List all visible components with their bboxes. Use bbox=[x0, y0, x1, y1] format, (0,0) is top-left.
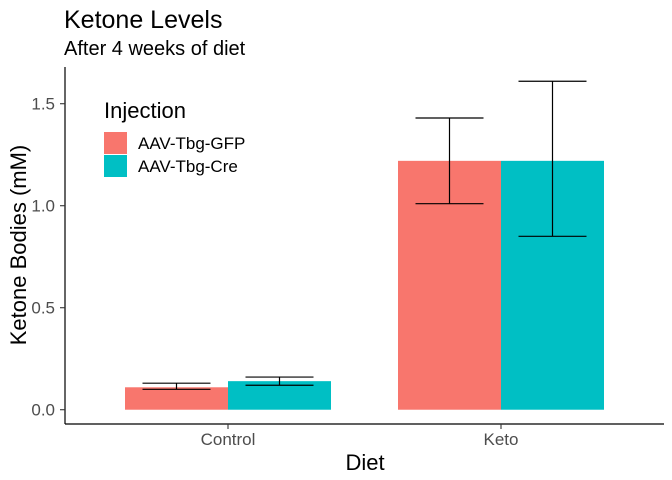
x-tick-label: Keto bbox=[484, 430, 519, 449]
y-axis-ticks: 0.0 0.5 1.0 1.5 bbox=[31, 95, 65, 420]
bar-control-cre bbox=[228, 381, 331, 410]
x-axis-ticks: Control Keto bbox=[201, 424, 519, 449]
error-bars-layer bbox=[142, 80, 587, 390]
legend-swatch-gfp bbox=[104, 132, 127, 154]
legend-label-gfp: AAV-Tbg-GFP bbox=[138, 134, 245, 153]
legend-title: Injection bbox=[104, 98, 186, 123]
x-axis-title: Diet bbox=[345, 450, 384, 475]
y-tick-label: 0.5 bbox=[31, 299, 55, 318]
legend-label-cre: AAV-Tbg-Cre bbox=[138, 157, 238, 176]
chart-subtitle: After 4 weeks of diet bbox=[64, 38, 246, 60]
y-tick-label: 1.5 bbox=[31, 95, 55, 114]
bars-layer bbox=[125, 160, 604, 410]
bar-control-gfp bbox=[125, 387, 228, 410]
y-tick-label: 1.0 bbox=[31, 197, 55, 216]
y-axis-title: Ketone Bodies (mM) bbox=[6, 145, 31, 346]
legend-swatch-cre bbox=[104, 155, 127, 177]
legend: Injection AAV-Tbg-GFP AAV-Tbg-Cre bbox=[104, 98, 245, 177]
x-tick-label: Control bbox=[201, 430, 256, 449]
chart-title: Ketone Levels bbox=[64, 6, 222, 34]
y-tick-label: 0.0 bbox=[31, 401, 55, 420]
